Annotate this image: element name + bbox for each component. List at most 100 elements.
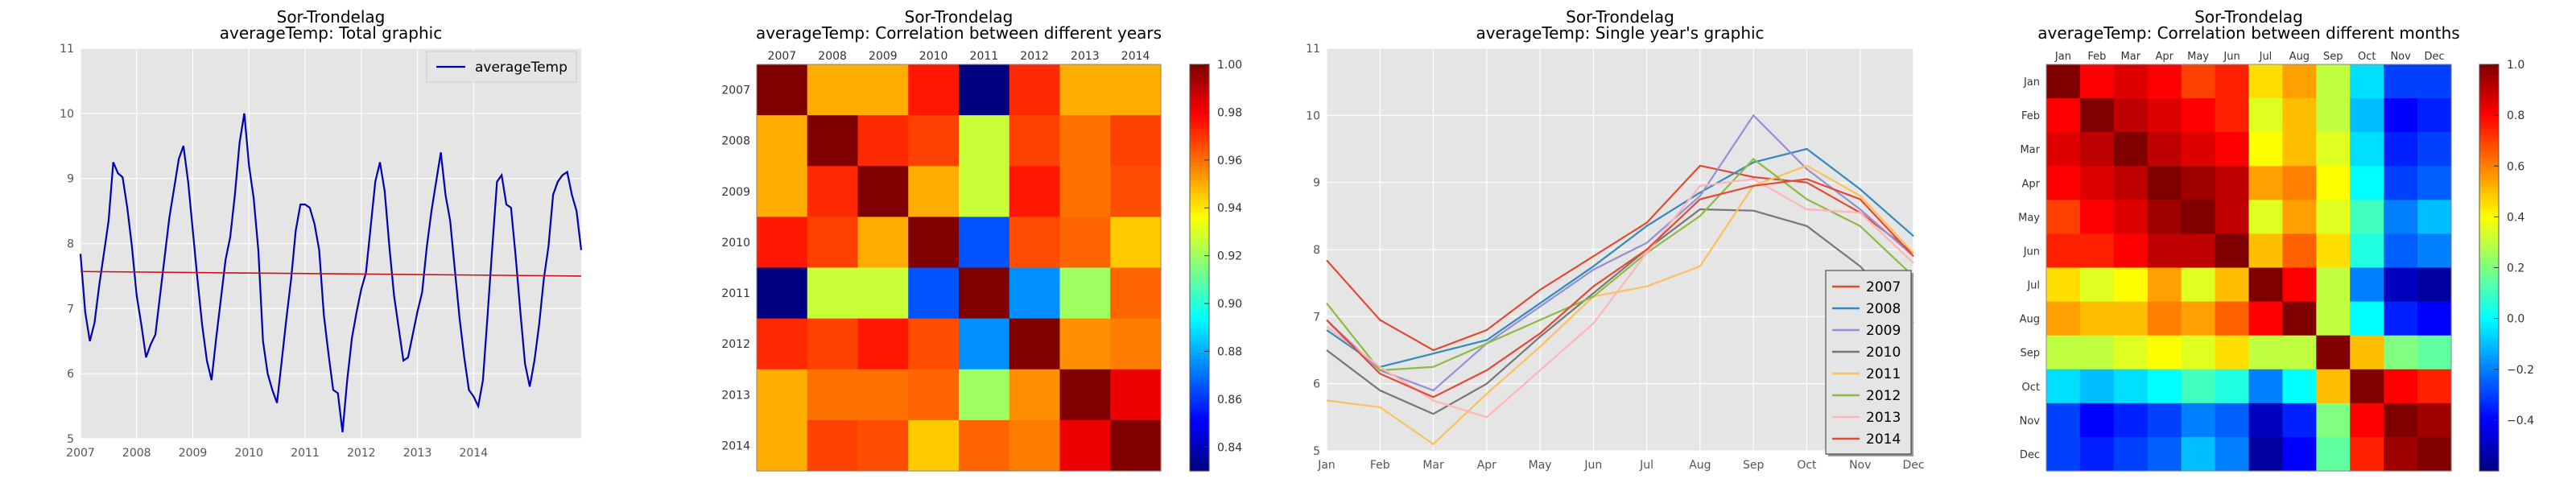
- x-tick-label: 2008: [122, 447, 151, 460]
- colorbar-segment: [1190, 85, 1209, 89]
- heatmap-cell: [2147, 301, 2182, 336]
- colorbar-segment: [1190, 410, 1209, 415]
- heatmap-cell: [2350, 436, 2384, 472]
- heatmap-cell: [2282, 402, 2317, 438]
- legend-label: 2008: [1866, 301, 1901, 317]
- y-tick-label: Sep: [2020, 348, 2040, 360]
- colorbar-segment: [2479, 332, 2499, 336]
- colorbar-segment: [1190, 180, 1209, 184]
- colorbar-segment: [1190, 359, 1209, 363]
- heatmap-cell: [2248, 301, 2284, 336]
- heatmap-cell: [1059, 318, 1111, 370]
- colorbar-tick-label: 1.00: [1217, 59, 1242, 72]
- colorbar-segment: [2479, 128, 2499, 133]
- heatmap-cell: [1009, 64, 1061, 116]
- colorbar-segment: [1190, 376, 1209, 380]
- colorbar-segment: [2479, 125, 2499, 130]
- colorbar-segment: [2479, 91, 2499, 96]
- colorbar-segment: [1190, 152, 1209, 157]
- colorbar-segment: [2479, 74, 2499, 79]
- heatmap-cell: [757, 369, 808, 421]
- heatmap-cell: [2316, 436, 2351, 472]
- colorbar-segment: [2479, 430, 2499, 435]
- colorbar-segment: [1190, 118, 1209, 123]
- series-line-2012: [1326, 158, 1914, 372]
- y-tick-label: 7: [67, 303, 74, 316]
- heatmap-cell: [2350, 369, 2384, 404]
- colorbar-segment: [1190, 345, 1209, 350]
- colorbar-segment: [1190, 402, 1209, 407]
- heatmap-cell: [857, 64, 909, 116]
- colorbar-segment: [2479, 352, 2499, 357]
- heatmap-cell: [2181, 335, 2216, 370]
- x-tick-label: 2014: [459, 447, 488, 460]
- colorbar-segment: [2479, 450, 2499, 455]
- y-tick-label: May: [2018, 212, 2040, 224]
- heatmap-cell: [1110, 166, 1162, 217]
- colorbar-tick-label: 0.86: [1217, 394, 1242, 407]
- colorbar-segment: [1190, 138, 1209, 143]
- colorbar-segment: [2479, 175, 2499, 180]
- heatmap-cell: [2046, 369, 2081, 404]
- heatmap-cell: [2147, 132, 2182, 167]
- series-line-2008: [1326, 147, 1914, 368]
- y-tick-label: 2013: [721, 389, 750, 402]
- chart-3-colorbar: 1.0 0.8 0.6 0.4 0.2 0.0 −0.2 −0.4: [2479, 59, 2534, 472]
- colorbar-tick-label: 0.94: [1217, 202, 1242, 215]
- y-tick-label: 2007: [721, 85, 750, 97]
- colorbar-segment: [1190, 430, 1209, 435]
- colorbar-segment: [2479, 64, 2499, 68]
- colorbar-segment: [1190, 365, 1209, 370]
- heatmap-cell: [2350, 267, 2384, 303]
- colorbar-segment: [1190, 355, 1209, 360]
- colorbar-tick-label: −0.4: [2507, 415, 2534, 427]
- heatmap-cell: [2046, 166, 2081, 200]
- colorbar-segment: [2479, 209, 2499, 214]
- heatmap-cell: [2046, 132, 2081, 167]
- colorbar-segment: [1190, 281, 1209, 286]
- colorbar-segment: [2479, 81, 2499, 85]
- heatmap-frame: [2046, 64, 2452, 472]
- series-line-averageTemp: [79, 113, 583, 433]
- colorbar-segment: [2479, 291, 2499, 295]
- heatmap-cell: [1110, 217, 1162, 269]
- heatmap-cell: [1059, 115, 1111, 167]
- colorbar-segment: [1190, 413, 1209, 418]
- heatmap-cell: [807, 267, 859, 320]
- colorbar-frame: [1189, 64, 1210, 472]
- heatmap-cell: [2316, 301, 2351, 336]
- colorbar-segment: [2479, 257, 2499, 262]
- heatmap-cell: [2147, 436, 2182, 472]
- colorbar-segment: [1190, 254, 1209, 258]
- heatmap-cell: [2046, 200, 2081, 235]
- heatmap-cell: [2046, 436, 2081, 472]
- colorbar-segment: [2479, 135, 2499, 140]
- colorbar-segment: [1190, 91, 1209, 96]
- heatmap-cell: [807, 318, 859, 370]
- heatmap-cell: [2417, 64, 2452, 99]
- heatmap-cell: [2316, 402, 2351, 438]
- colorbar-segment: [1190, 203, 1209, 208]
- y-tick-label: 2010: [721, 237, 750, 250]
- heatmap-cell: [2417, 132, 2452, 167]
- colorbar-segment: [2479, 88, 2499, 93]
- heatmap-cell: [2248, 267, 2284, 303]
- colorbar-segment: [2479, 321, 2499, 326]
- colorbar-segment: [2479, 278, 2499, 282]
- colorbar-segment: [1190, 349, 1209, 353]
- colorbar-segment: [2479, 122, 2499, 126]
- colorbar-segment: [2479, 155, 2499, 160]
- legend-label: 2010: [1866, 345, 1901, 361]
- x-tick-label: 2012: [1020, 50, 1049, 63]
- colorbar-segment: [1190, 247, 1209, 252]
- heatmap-cell: [2181, 369, 2216, 404]
- colorbar-segment: [2479, 396, 2499, 401]
- x-tick-label: Dec: [1902, 459, 1924, 472]
- colorbar-segment: [2479, 372, 2499, 377]
- legend-label: averageTemp: [475, 60, 568, 76]
- colorbar-tick-label: 0.8: [2507, 109, 2524, 122]
- colorbar-segment: [1190, 163, 1209, 167]
- heatmap-cell: [2248, 98, 2284, 133]
- heatmap-cell: [857, 166, 909, 217]
